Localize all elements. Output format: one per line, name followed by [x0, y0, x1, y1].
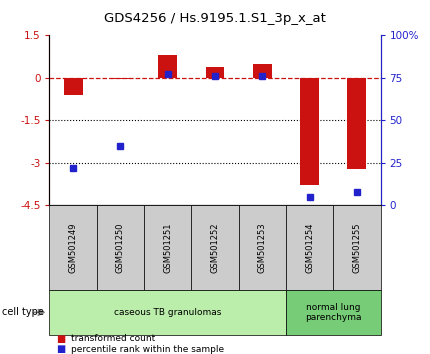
Text: GSM501250: GSM501250: [116, 223, 125, 273]
Bar: [111, 78, 130, 79]
Text: GDS4256 / Hs.9195.1.S1_3p_x_at: GDS4256 / Hs.9195.1.S1_3p_x_at: [104, 12, 326, 25]
FancyBboxPatch shape: [333, 205, 381, 290]
Text: caseous TB granulomas: caseous TB granulomas: [114, 308, 221, 317]
Text: transformed count: transformed count: [71, 334, 155, 343]
Text: percentile rank within the sample: percentile rank within the sample: [71, 345, 224, 354]
Bar: [347, 78, 366, 169]
Text: normal lung
parenchyma: normal lung parenchyma: [305, 303, 362, 322]
Text: GSM501252: GSM501252: [211, 223, 219, 273]
FancyBboxPatch shape: [191, 205, 239, 290]
FancyBboxPatch shape: [49, 205, 97, 290]
FancyBboxPatch shape: [144, 205, 191, 290]
Bar: [300, 78, 319, 185]
FancyBboxPatch shape: [286, 205, 333, 290]
Text: GSM501249: GSM501249: [69, 223, 77, 273]
Bar: [253, 64, 272, 78]
Bar: [206, 67, 224, 78]
Text: GSM501253: GSM501253: [258, 222, 267, 273]
Text: GSM501254: GSM501254: [305, 223, 314, 273]
FancyBboxPatch shape: [286, 290, 381, 335]
Bar: [64, 78, 83, 95]
FancyBboxPatch shape: [49, 290, 286, 335]
FancyBboxPatch shape: [97, 205, 144, 290]
Text: ■: ■: [56, 344, 65, 354]
FancyBboxPatch shape: [239, 205, 286, 290]
Text: GSM501251: GSM501251: [163, 223, 172, 273]
Text: ■: ■: [56, 334, 65, 344]
Bar: [158, 55, 177, 78]
Text: cell type: cell type: [2, 307, 44, 318]
Text: GSM501255: GSM501255: [353, 223, 361, 273]
